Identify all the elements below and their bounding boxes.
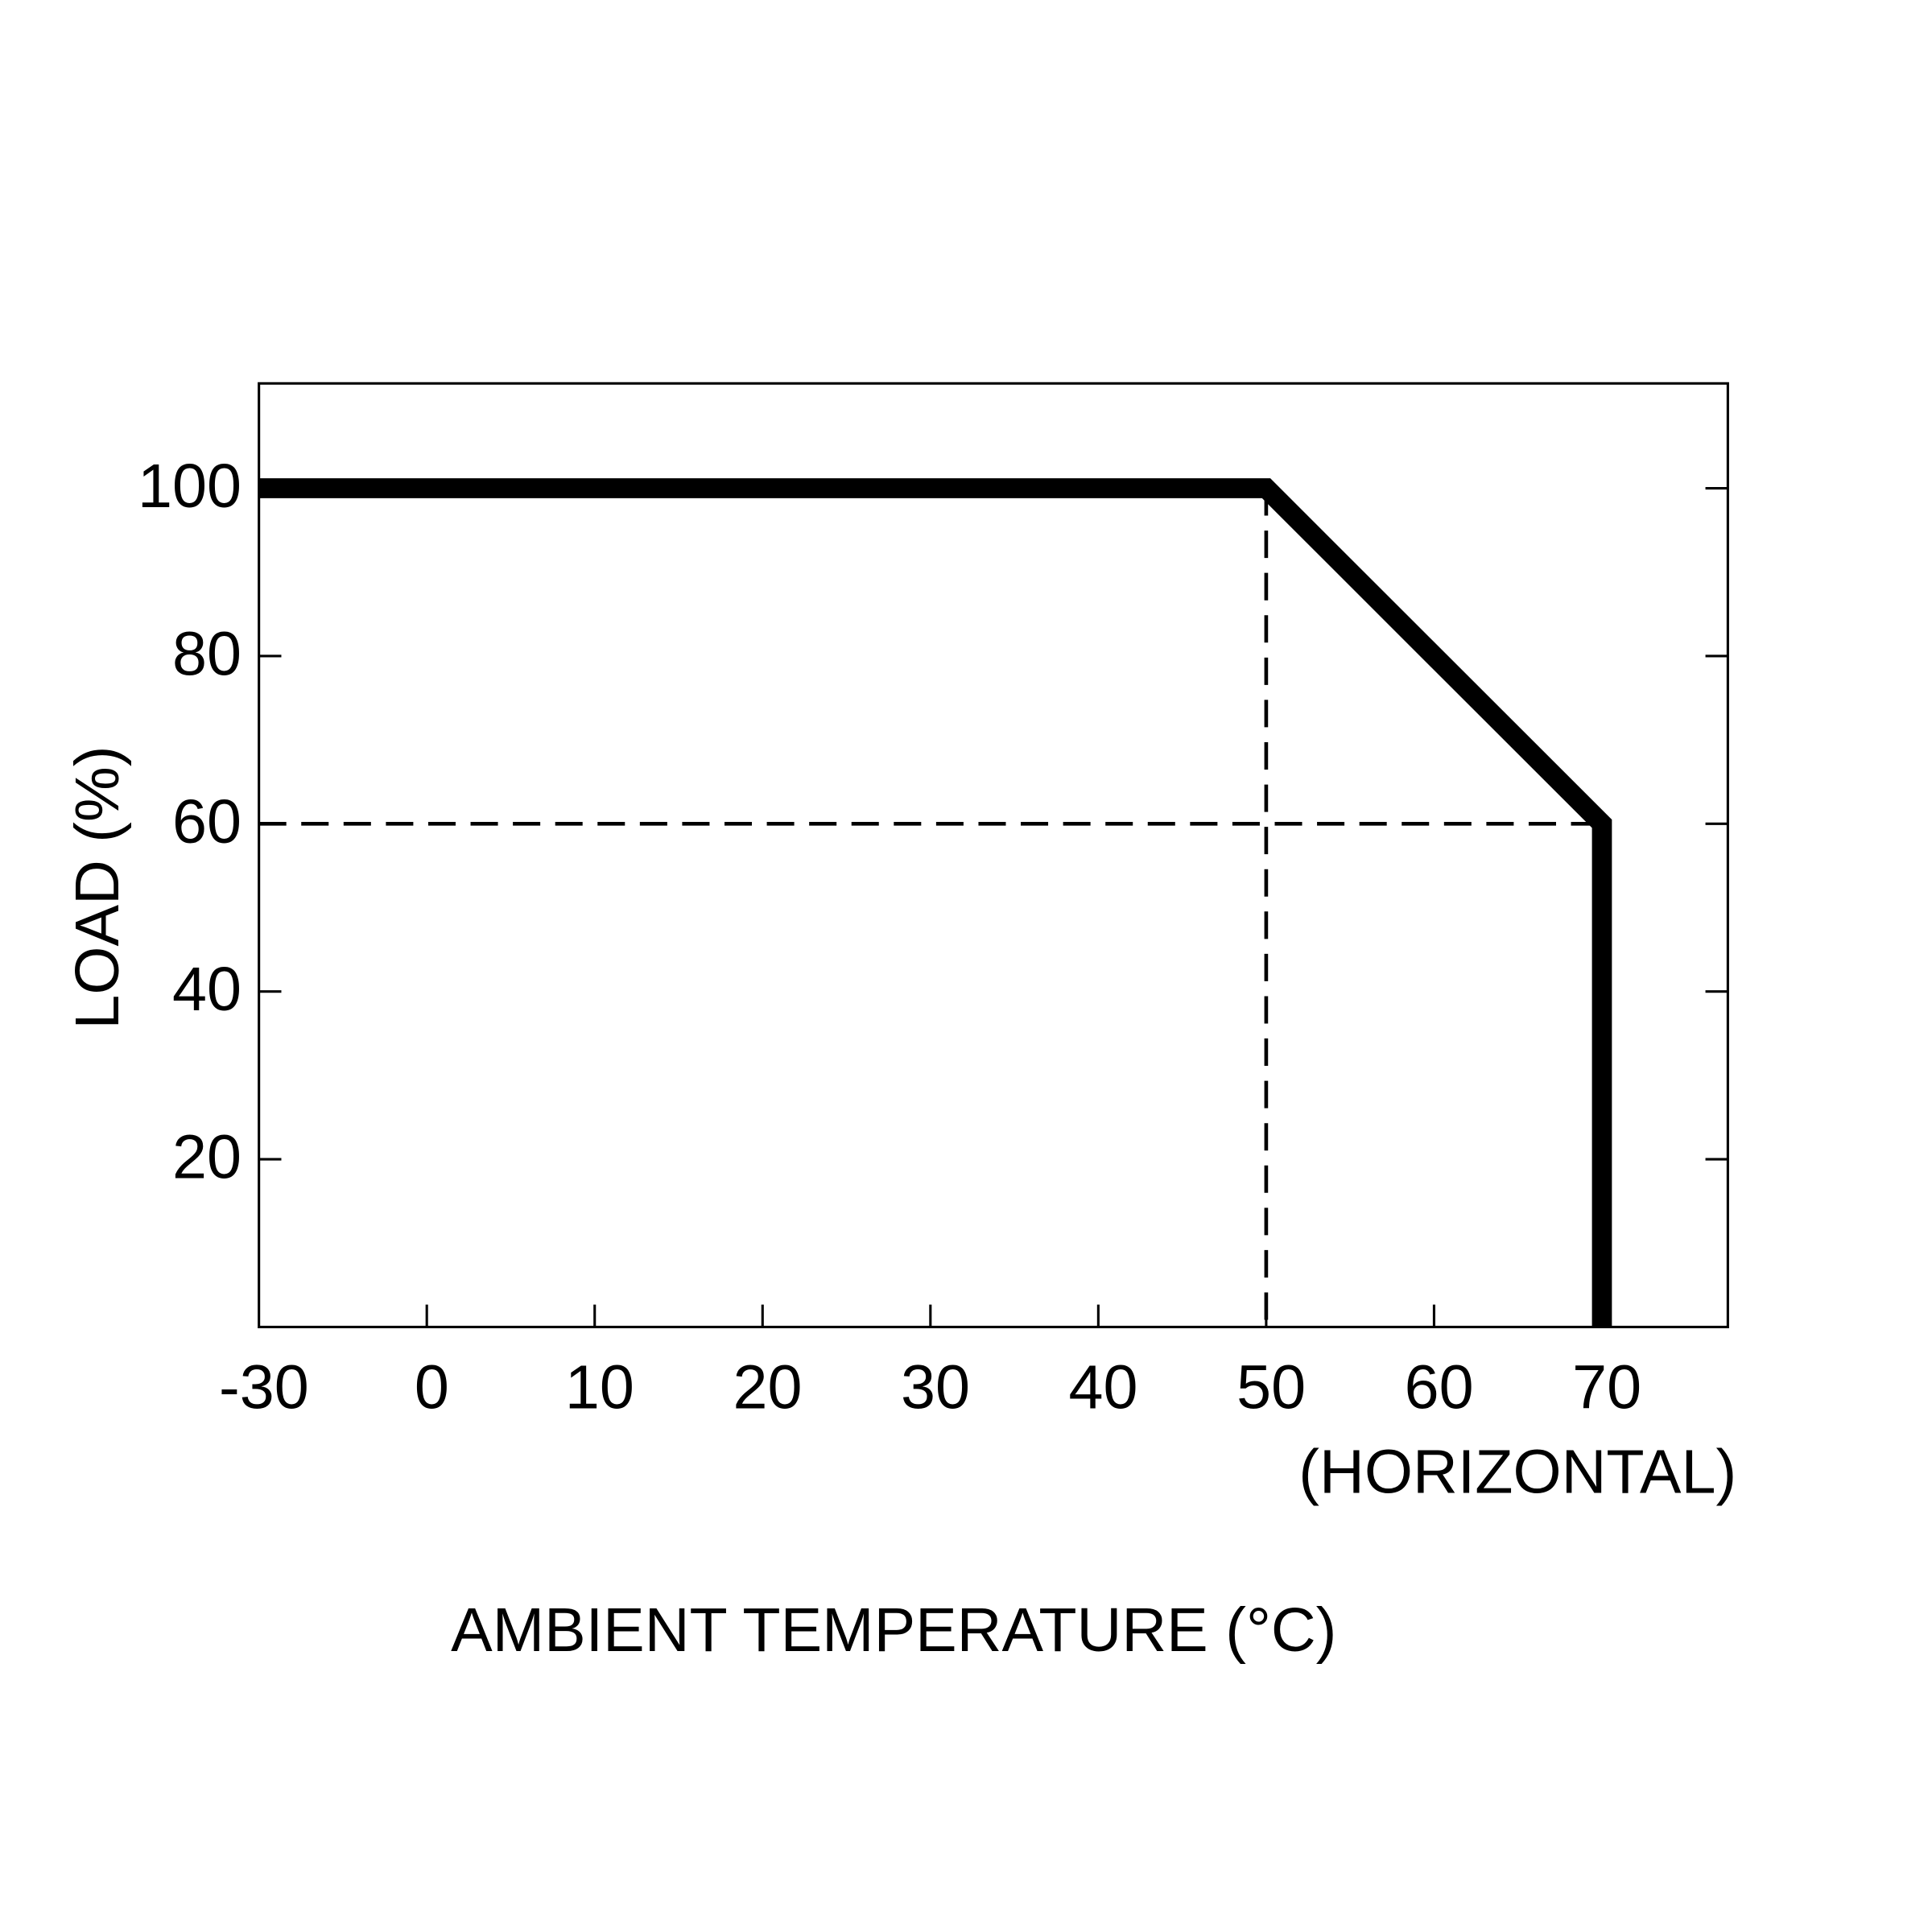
x-tick-label: 60 — [1405, 1352, 1474, 1422]
x-tick-label: 40 — [1069, 1352, 1138, 1422]
line-series — [258, 478, 1612, 1327]
y-tick-label: 60 — [172, 787, 242, 857]
x-tick-label: 10 — [565, 1352, 634, 1422]
annotation: (HORIZONTAL) — [1298, 1437, 1736, 1506]
plot-frame — [258, 382, 1729, 1328]
x-tick-label: 50 — [1236, 1352, 1306, 1422]
y-tick-label: 40 — [172, 955, 242, 1024]
x-tick-label: 70 — [1572, 1352, 1641, 1422]
y-tick-label: 80 — [172, 619, 242, 688]
x-tick-label: 30 — [901, 1352, 970, 1422]
x-tick-label: 20 — [733, 1352, 802, 1422]
y-tick-label: 100 — [138, 452, 242, 521]
x-axis-title: AMBIENT TEMPERATURE (°C) — [451, 1596, 1336, 1665]
x-tick-label: 0 — [415, 1352, 449, 1422]
x-tick-label: -30 — [219, 1352, 309, 1422]
y-tick-label: 20 — [172, 1123, 242, 1192]
y-axis-title: LOAD (%) — [63, 745, 132, 1029]
